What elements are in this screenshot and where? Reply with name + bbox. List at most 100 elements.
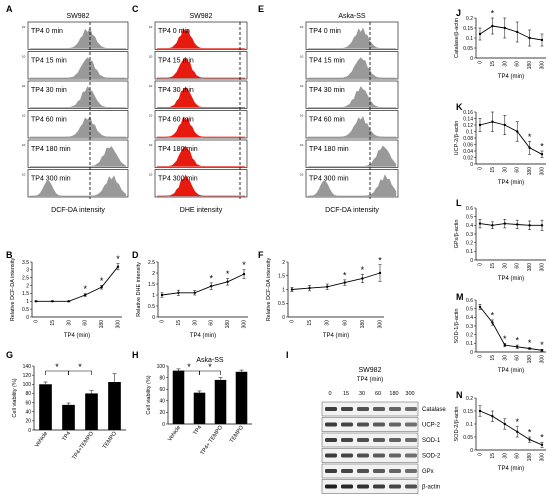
y-tick-label-L: 0.3 [466, 232, 473, 238]
x-tick-label-M: 60 [515, 355, 521, 361]
data-point-D [242, 272, 246, 276]
x-tick-label-J: 180 [527, 61, 533, 70]
wb-band [373, 422, 385, 427]
hist-tick-A: 10 [22, 84, 26, 88]
series-line-D [161, 273, 245, 296]
wb-band [389, 422, 401, 427]
wb-band [325, 453, 337, 458]
x-axis-label-D: TP4 (min) [190, 333, 216, 339]
hist-curve-A [30, 86, 126, 108]
hist-row-label-E: TP4 180 min [309, 146, 349, 153]
data-point-L [478, 222, 482, 225]
x-tick-label-G: TEMPO [102, 430, 119, 450]
x-tick-label-K: 15 [490, 167, 496, 173]
y-axis-label-H: Cell viability (%) [146, 375, 152, 414]
x-tick-label-L: 15 [490, 263, 496, 269]
hist-xlabel-E: DCF-DA intensity [325, 207, 379, 214]
hist-tick-C: 10 [149, 143, 153, 147]
wb-band [341, 469, 353, 473]
x-tick-label-B: 15 [50, 320, 56, 326]
bar-H [214, 379, 227, 424]
hist-frame-C [154, 51, 248, 80]
significance-bracket-H [199, 370, 221, 375]
y-tick-label-L: 0.6 [466, 206, 473, 212]
y-tick-label-K: 0.16 [463, 110, 473, 116]
significance-star-H: * [187, 362, 191, 372]
data-point-M [528, 347, 531, 350]
y-tick-label-M: 0 [470, 350, 473, 356]
x-tick-label-K: 30 [502, 167, 508, 173]
y-tick-label-L: 0.2 [466, 240, 473, 246]
y-tick-label-H: 60 [159, 387, 165, 393]
wb-band [341, 422, 353, 427]
y-tick-label-G: 100 [23, 382, 32, 388]
y-tick-label-M: 0.5 [466, 306, 473, 312]
x-axis-label-L: TP4 (min) [498, 276, 524, 282]
wb-band [405, 407, 417, 411]
wb-band-label: UCP-2 [422, 423, 441, 429]
y-tick-label-B: 1.5 [22, 291, 29, 297]
wb-band [357, 453, 369, 458]
wb-band [373, 407, 385, 411]
hist-tick-C: 10 [149, 25, 153, 29]
x-tick-label-B: 300 [116, 320, 122, 329]
hist-row-label-A: TP4 300 min [31, 176, 71, 183]
wb-band [341, 484, 353, 489]
wb-band [341, 453, 353, 458]
x-tick-label-N: 15 [490, 453, 496, 459]
data-point-B [34, 300, 38, 303]
y-tick-label-B: 0.5 [22, 307, 29, 313]
wb-band [389, 407, 401, 411]
bar-G [39, 384, 52, 430]
significance-star-N: * [515, 417, 519, 427]
data-point-D [226, 280, 229, 283]
y-tick-label-F: 1 [282, 287, 285, 293]
hist-frame-C [154, 110, 248, 139]
y-tick-label-N: 0.05 [463, 435, 473, 441]
x-tick-label-J: 300 [540, 61, 546, 70]
data-point-J [503, 26, 506, 30]
data-point-F [290, 288, 294, 291]
x-tick-label-H: Vehicle [167, 425, 182, 443]
data-point-M [540, 349, 544, 352]
hist-row-label-C: TP4 15 min [158, 58, 194, 65]
x-axis-label-N: TP4 (min) [498, 466, 524, 472]
x-tick-label-H: TEMPO [229, 424, 246, 444]
hist-curve-A [30, 175, 127, 197]
data-point-K [478, 123, 482, 127]
hist-tick-E: 10 [300, 173, 304, 177]
x-tick-label-H: TP4+ TEMPO [200, 424, 225, 456]
significance-star-D: * [242, 260, 246, 270]
wb-band-label: GPx [422, 469, 434, 475]
data-point-F [361, 277, 364, 280]
significance-star-H: * [208, 362, 212, 372]
bar-G [108, 382, 121, 430]
hist-title-C: SW982 [190, 13, 213, 20]
panel-letter-A: A [6, 4, 13, 14]
x-tick-label-M: 180 [527, 355, 533, 364]
significance-star-G: * [78, 362, 82, 372]
significance-star-G: * [55, 362, 59, 372]
data-point-M [503, 343, 506, 347]
hist-curve-C [157, 116, 245, 138]
y-tick-label-K: 0.06 [463, 142, 473, 148]
hist-row-label-E: TP4 30 min [309, 87, 345, 94]
bar-H [193, 392, 206, 424]
x-tick-label-B: 30 [66, 320, 72, 326]
panel-letter-B: B [6, 250, 13, 260]
data-point-K [540, 153, 544, 156]
panel-letter-M: M [456, 292, 464, 302]
hist-tick-A: 10 [22, 25, 26, 29]
wb-band-frame [321, 417, 419, 432]
y-tick-label-L: 0 [470, 258, 473, 264]
data-point-N [503, 422, 506, 426]
bar-G [62, 404, 75, 430]
data-point-D [193, 291, 196, 294]
hist-row-label-A: TP4 30 min [31, 87, 67, 94]
hist-row-label-E: TP4 300 min [309, 176, 349, 183]
hist-xlabel-A: DCF-DA intensity [51, 207, 105, 214]
hist-title-A: SW982 [67, 13, 90, 20]
y-tick-label-F: 0.5 [278, 301, 285, 307]
data-point-D [210, 285, 213, 288]
